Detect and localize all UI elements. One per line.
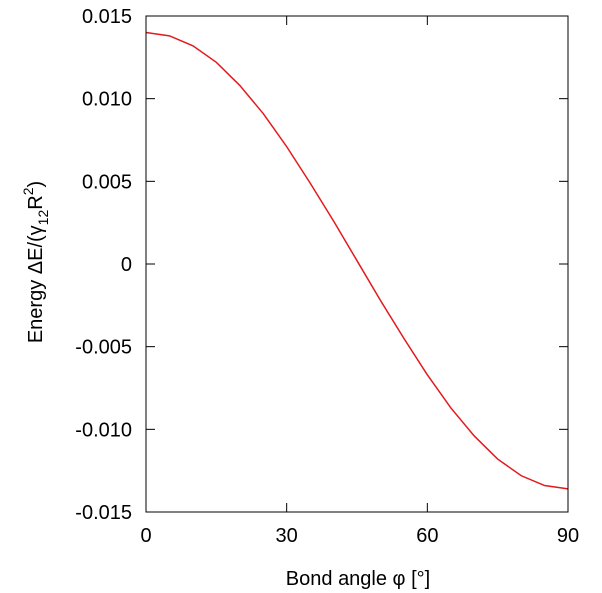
tick-marks [145, 15, 569, 513]
x-tick-label: 90 [557, 525, 579, 547]
y-axis-title-mid: R [25, 195, 47, 209]
y-axis-title: Energy ΔE/(γ12R2) [20, 181, 51, 343]
y-axis-title-subscript: 12 [35, 210, 51, 226]
x-tick-label: 0 [140, 525, 151, 547]
y-tick-label: 0.010 [82, 89, 132, 111]
y-tick-label: 0.015 [82, 6, 132, 28]
y-tick-label: -0.015 [75, 502, 132, 524]
x-tick-label: 30 [276, 525, 298, 547]
x-tick-labels: 0 30 60 90 [140, 525, 579, 547]
y-axis-title-superscript: 2 [20, 187, 36, 195]
y-tick-label: -0.005 [75, 337, 132, 359]
y-tick-label: 0 [121, 254, 132, 276]
x-tick-label: 60 [416, 525, 438, 547]
y-axis-title-prefix: Energy ΔE/(γ [25, 225, 47, 343]
series-layer [145, 31, 569, 490]
y-tick-label: -0.010 [75, 419, 132, 441]
y-tick-label: 0.005 [82, 171, 132, 193]
series-line-0 [145, 31, 569, 490]
plot-frame [145, 15, 569, 513]
x-axis-title: Bond angle φ [°] [286, 568, 430, 590]
y-tick-labels: 0.015 0.010 0.005 0 -0.005 -0.010 -0.015 [75, 6, 132, 524]
y-axis-title-suffix: ) [25, 181, 47, 188]
